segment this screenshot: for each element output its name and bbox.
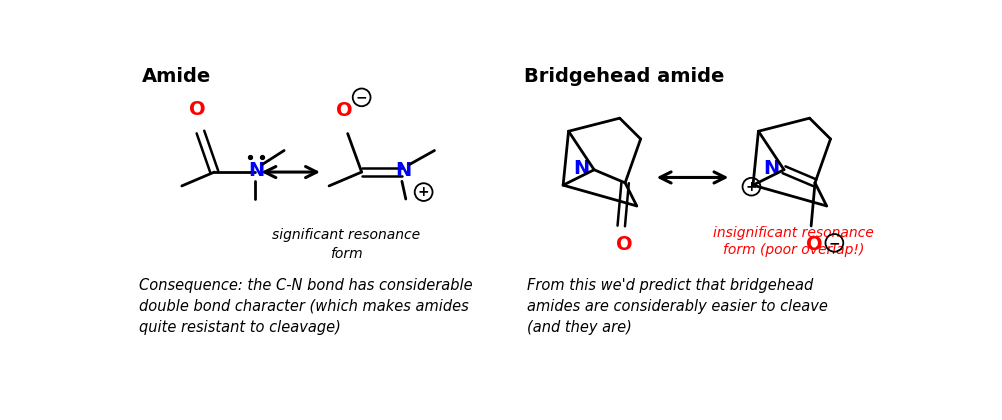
Text: O: O — [616, 235, 632, 254]
Text: insignificant resonance: insignificant resonance — [713, 226, 874, 240]
Text: N: N — [396, 161, 412, 180]
Text: −: − — [356, 90, 368, 104]
Text: Bridgehead amide: Bridgehead amide — [524, 67, 724, 87]
Text: N: N — [573, 159, 590, 178]
Text: O: O — [189, 100, 205, 119]
Text: Consequence: the C-N bond has considerable
double bond character (which makes am: Consequence: the C-N bond has considerab… — [139, 278, 473, 335]
Text: Amide: Amide — [142, 67, 211, 87]
Text: form (poor overlap!): form (poor overlap!) — [722, 243, 864, 257]
Text: +: + — [745, 180, 758, 194]
Text: N: N — [764, 159, 780, 178]
Text: N: N — [248, 161, 265, 180]
Text: O: O — [806, 235, 823, 254]
Text: significant resonance
form: significant resonance form — [273, 228, 420, 261]
Text: +: + — [418, 185, 430, 199]
Text: O: O — [337, 102, 353, 121]
Text: −: − — [829, 236, 841, 250]
Text: From this we'd predict that bridgehead
amides are considerably easier to cleave
: From this we'd predict that bridgehead a… — [527, 278, 828, 335]
